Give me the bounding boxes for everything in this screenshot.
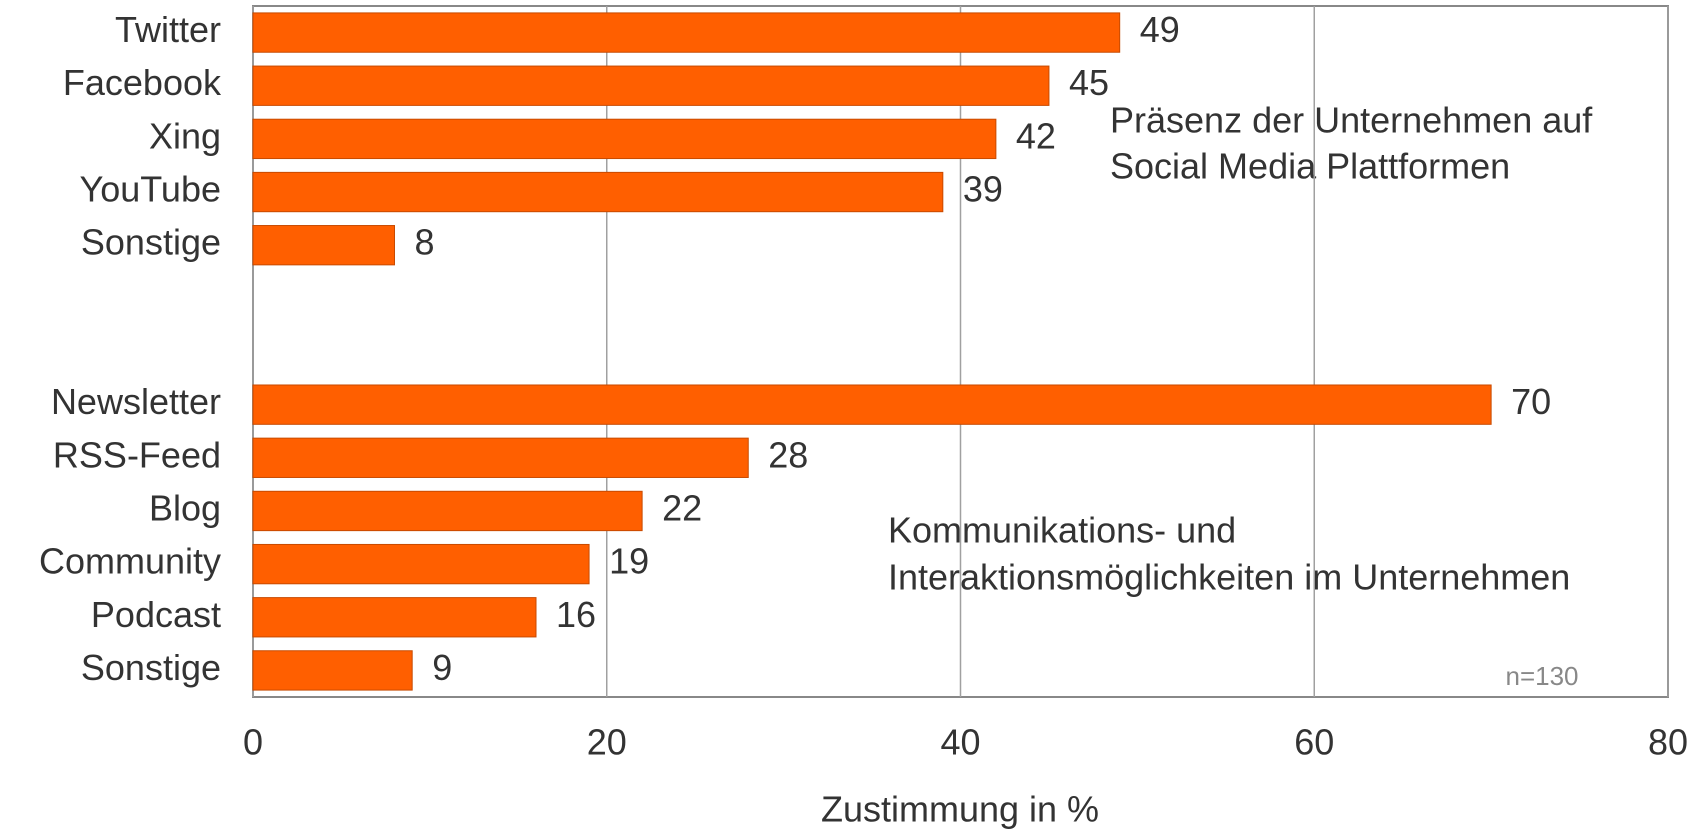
value-label: 22 <box>662 487 702 528</box>
value-label: 19 <box>609 541 649 582</box>
value-label: 9 <box>432 647 452 688</box>
y-tick-label: Twitter <box>115 9 221 50</box>
y-tick-label: Newsletter <box>51 381 221 422</box>
y-tick-label: RSS-Feed <box>53 434 221 475</box>
bar <box>252 171 944 213</box>
value-label: 45 <box>1069 62 1109 103</box>
annotation: Präsenz der Unternehmen auf <box>1110 100 1593 141</box>
y-tick-label: Sonstige <box>81 222 221 263</box>
value-label: 42 <box>1016 115 1056 156</box>
x-tick-label: 0 <box>243 722 263 763</box>
value-label: 8 <box>415 222 435 263</box>
x-tick-label: 20 <box>587 722 627 763</box>
x-tick-label: 60 <box>1294 722 1334 763</box>
y-tick-label: Podcast <box>91 594 221 635</box>
bar <box>252 384 1492 425</box>
bar <box>252 490 643 532</box>
bar <box>252 437 749 478</box>
value-label: 28 <box>768 434 808 475</box>
value-label: 49 <box>1140 9 1180 50</box>
value-label: 16 <box>556 594 596 635</box>
y-tick-label: YouTube <box>80 169 221 210</box>
annotation: Interaktionsmöglichkeiten im Unternehmen <box>888 557 1570 598</box>
y-tick-label: Blog <box>149 487 221 528</box>
x-axis-label: Zustimmung in % <box>821 789 1099 830</box>
bar <box>252 543 590 585</box>
annotation: Kommunikations- und <box>888 510 1236 551</box>
bar <box>252 12 1121 53</box>
value-label: 39 <box>963 169 1003 210</box>
y-tick-label: Xing <box>149 115 221 156</box>
x-tick-label: 40 <box>940 722 980 763</box>
bar <box>252 650 413 691</box>
annotation: Social Media Plattformen <box>1110 146 1510 187</box>
y-tick-label: Sonstige <box>81 647 221 688</box>
bar <box>252 65 1050 106</box>
bar <box>252 597 537 638</box>
bar <box>252 118 997 160</box>
x-tick-label: 80 <box>1648 722 1688 763</box>
bar <box>252 225 395 266</box>
value-label: 70 <box>1511 381 1551 422</box>
sample-note: n=130 <box>1505 661 1578 691</box>
y-tick-label: Community <box>39 541 221 582</box>
y-tick-label: Facebook <box>63 62 222 103</box>
